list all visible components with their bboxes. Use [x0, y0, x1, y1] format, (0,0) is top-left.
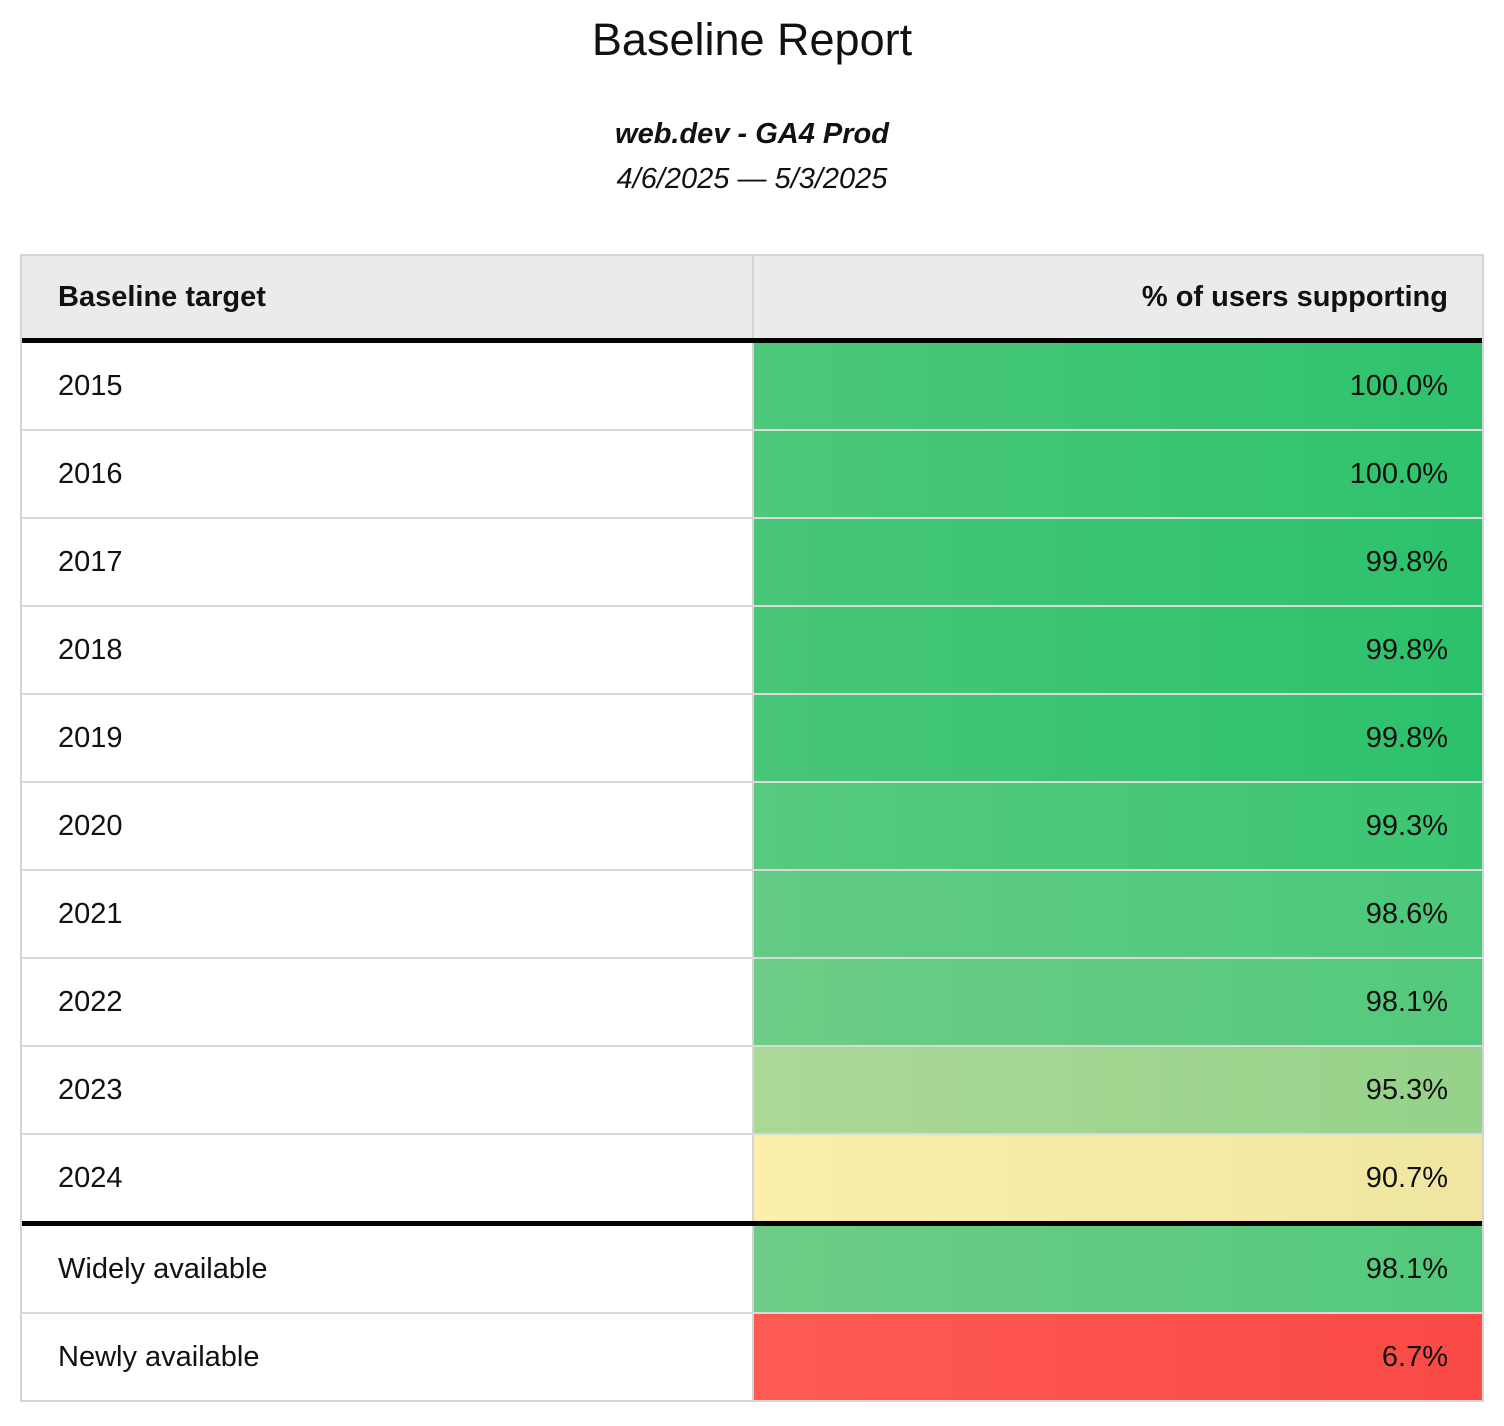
percent-supporting-cell: 100.0%: [754, 343, 1482, 429]
baseline-report-page: Baseline Report web.dev - GA4 Prod 4/6/2…: [0, 14, 1504, 1426]
table-header-row: Baseline target % of users supporting: [22, 256, 1482, 343]
baseline-target-cell: 2018: [22, 607, 754, 693]
baseline-target-cell: 2020: [22, 783, 754, 869]
percent-supporting-cell: 90.7%: [754, 1135, 1482, 1221]
baseline-target-cell: 2022: [22, 959, 754, 1045]
column-header-percent-supporting: % of users supporting: [1141, 280, 1448, 313]
table-row: 2023 95.3%: [22, 1045, 1482, 1133]
percent-supporting-cell: 98.6%: [754, 871, 1482, 957]
report-source-subtitle: web.dev - GA4 Prod: [615, 118, 889, 150]
column-header-baseline-target: Baseline target: [22, 256, 754, 338]
table-row: 2020 99.3%: [22, 781, 1482, 869]
baseline-target-cell: 2024: [22, 1135, 754, 1221]
percent-supporting-cell: 98.1%: [754, 1226, 1482, 1312]
baseline-target-cell: 2023: [22, 1047, 754, 1133]
report-date-range: 4/6/2025 — 5/3/2025: [616, 163, 888, 195]
table-body: 2015 100.0% 2016 100.0% 2017 99.8% 2018 …: [22, 343, 1482, 1400]
percent-supporting-cell: 99.8%: [754, 607, 1482, 693]
table-row: 2024 90.7%: [22, 1133, 1482, 1221]
baseline-target-cell: 2017: [22, 519, 754, 605]
table-row: 2021 98.6%: [22, 869, 1482, 957]
table-row: 2022 98.1%: [22, 957, 1482, 1045]
percent-supporting-cell: 99.8%: [754, 695, 1482, 781]
baseline-target-cell: 2015: [22, 343, 754, 429]
table-row: Widely available 98.1%: [22, 1221, 1482, 1312]
percent-supporting-cell: 95.3%: [754, 1047, 1482, 1133]
percent-supporting-cell: 99.3%: [754, 783, 1482, 869]
page-title: Baseline Report: [591, 14, 913, 65]
baseline-target-cell: Widely available: [22, 1226, 754, 1312]
percent-supporting-cell: 99.8%: [754, 519, 1482, 605]
baseline-target-cell: Newly available: [22, 1314, 754, 1400]
table-row: 2016 100.0%: [22, 429, 1482, 517]
baseline-target-cell: 2021: [22, 871, 754, 957]
baseline-target-cell: 2016: [22, 431, 754, 517]
table-row: Newly available 6.7%: [22, 1312, 1482, 1400]
percent-supporting-cell: 98.1%: [754, 959, 1482, 1045]
table-row: 2015 100.0%: [22, 343, 1482, 429]
percent-supporting-cell: 100.0%: [754, 431, 1482, 517]
baseline-table: Baseline target % of users supporting 20…: [20, 254, 1484, 1402]
percent-supporting-cell: 6.7%: [754, 1314, 1482, 1400]
table-row: 2019 99.8%: [22, 693, 1482, 781]
table-row: 2017 99.8%: [22, 517, 1482, 605]
table-row: 2018 99.8%: [22, 605, 1482, 693]
baseline-target-cell: 2019: [22, 695, 754, 781]
